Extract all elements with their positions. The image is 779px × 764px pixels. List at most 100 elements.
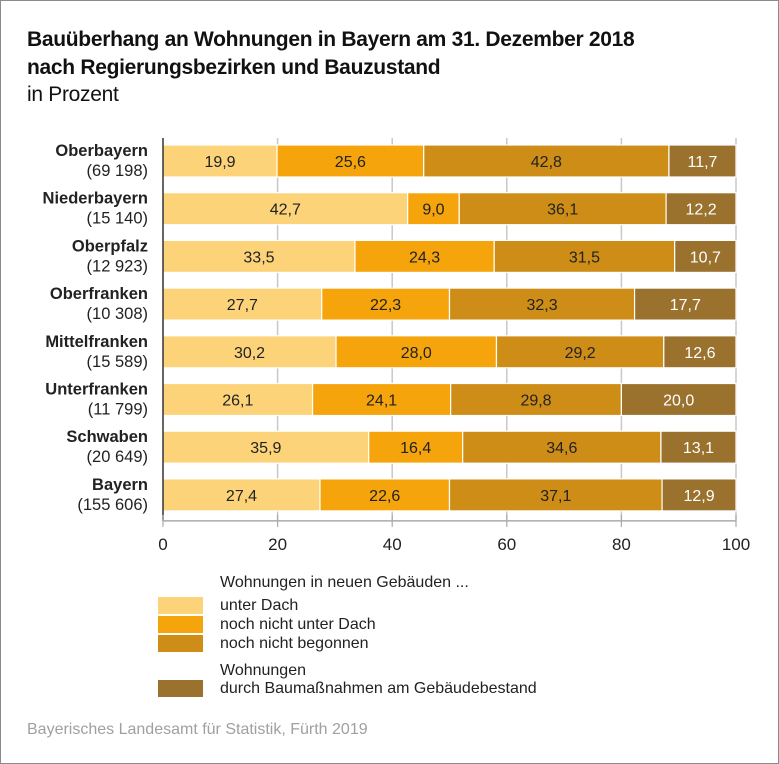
bar-segment [620, 382, 737, 417]
data-label: 37,1 [540, 488, 571, 505]
category-count: (155 606) [77, 496, 148, 514]
data-label: 20,0 [663, 393, 694, 410]
data-label: 13,1 [683, 440, 714, 457]
bar-segment [276, 144, 425, 178]
category-count: (11 799) [88, 401, 148, 419]
bar-segment [321, 287, 451, 321]
legend-label: noch nicht begonnen [220, 635, 369, 652]
data-label: 42,7 [270, 202, 301, 219]
bar-segment [162, 239, 356, 274]
legend-swatch [158, 635, 203, 652]
bar-segment [661, 478, 737, 512]
data-label: 22,3 [370, 297, 401, 314]
bar-segment [162, 287, 323, 321]
category-label: Niederbayern [43, 190, 148, 208]
data-label: 33,5 [243, 249, 274, 266]
bar-segment [162, 335, 337, 369]
bar-segment [633, 287, 737, 321]
data-label: 30,2 [234, 345, 265, 362]
category-label: Oberfranken [50, 285, 148, 303]
category-label: Oberpfalz [72, 237, 148, 255]
data-label: 32,3 [526, 297, 557, 314]
data-label: 25,6 [335, 154, 366, 171]
data-label: 9,0 [422, 202, 444, 219]
bar-segment [674, 239, 737, 274]
data-label: 28,0 [401, 345, 432, 362]
data-label: 24,3 [409, 249, 440, 266]
data-label: 12,2 [685, 202, 716, 219]
category-count: (12 923) [87, 257, 148, 275]
legend-label: unter Dach [220, 597, 299, 614]
data-label: 12,6 [684, 345, 715, 362]
data-label: 26,1 [222, 393, 253, 410]
data-label: 27,4 [226, 488, 257, 505]
bar-segment [663, 335, 737, 369]
category-count: (10 308) [87, 305, 148, 323]
category-labels: Oberbayern (69 198) Niederbayern (15 140) Ob… [43, 142, 148, 514]
legend-swatch [158, 597, 203, 614]
data-label: 22,6 [369, 488, 400, 505]
category-label: Schwaben [66, 428, 148, 446]
x-tick-label: 60 [497, 535, 516, 554]
data-label: 34,6 [546, 440, 577, 457]
category-count: (15 140) [87, 210, 148, 228]
x-tick-label: 40 [383, 535, 402, 554]
bar-segment [665, 192, 737, 226]
axes [162, 138, 737, 527]
x-tick-labels: 0 20 40 60 80 100 [158, 535, 750, 554]
legend-group2-header: Wohnungen [220, 662, 306, 679]
data-label: 35,9 [250, 440, 281, 457]
bar-segment [368, 430, 464, 464]
category-label: Unterfranken [45, 381, 148, 399]
bar-segment [448, 478, 663, 512]
data-label: 17,7 [670, 297, 701, 314]
category-count: (69 198) [87, 162, 148, 180]
bar-segment [660, 430, 737, 464]
bar-segment [495, 335, 665, 369]
stacked-bar-chart: 19,9 25,6 42,8 11,7 42,7 9,0 36,1 12,2 33,5 24,3 3… [43, 138, 750, 554]
bar-segment [448, 287, 636, 321]
x-tick-label: 0 [158, 535, 167, 554]
bar-segment [493, 239, 676, 274]
category-label: Bayern [92, 476, 148, 494]
data-label: 42,8 [531, 154, 562, 171]
legend-label: noch nicht unter Dach [220, 616, 376, 633]
bar-segment [423, 144, 670, 178]
bar-segment [319, 478, 451, 512]
bar-segment [311, 382, 452, 417]
legend-label: durch Baumaßnahmen am Gebäudebestand [220, 680, 537, 697]
bar-segment [458, 192, 667, 226]
bar-segment [162, 192, 409, 226]
data-label: 16,4 [400, 440, 431, 457]
bars: 19,9 25,6 42,8 11,7 42,7 9,0 36,1 12,2 33,5 24,3 3… [162, 144, 737, 512]
x-tick-label: 100 [722, 535, 750, 554]
data-label: 29,2 [565, 345, 596, 362]
data-label: 24,1 [366, 393, 397, 410]
title-line-2: nach Regierungsbezirken und Bauzustand [27, 56, 441, 79]
title-line-1: Bauüberhang an Wohnungen in Bayern am 31… [27, 28, 635, 51]
data-label: 36,1 [547, 202, 578, 219]
data-label: 10,7 [690, 249, 721, 266]
bar-segment [668, 144, 737, 178]
category-count: (15 589) [87, 353, 148, 371]
bar-segment [162, 144, 278, 178]
data-label: 27,7 [227, 297, 258, 314]
data-label: 31,5 [569, 249, 600, 266]
data-label: 29,8 [520, 393, 551, 410]
legend-swatch [158, 680, 203, 697]
category-count: (20 649) [87, 448, 148, 466]
bar-segment [162, 382, 314, 417]
data-label: 19,9 [204, 154, 235, 171]
bar-segment [407, 192, 460, 226]
data-label: 11,7 [688, 154, 718, 171]
data-label: 12,9 [683, 488, 714, 505]
x-tick-label: 20 [268, 535, 287, 554]
chart-subtitle: in Prozent [27, 83, 119, 106]
source-note: Bayerisches Landesamt für Statistik, Für… [27, 721, 368, 738]
bar-segment [450, 382, 622, 417]
x-tick-label: 80 [612, 535, 631, 554]
bar-segment [162, 478, 321, 512]
bar-segment [354, 239, 495, 274]
legend-group1-header: Wohnungen in neuen Gebäuden ... [220, 574, 469, 591]
chart-title: Bauüberhang an Wohnungen in Bayern am 31… [27, 26, 635, 82]
